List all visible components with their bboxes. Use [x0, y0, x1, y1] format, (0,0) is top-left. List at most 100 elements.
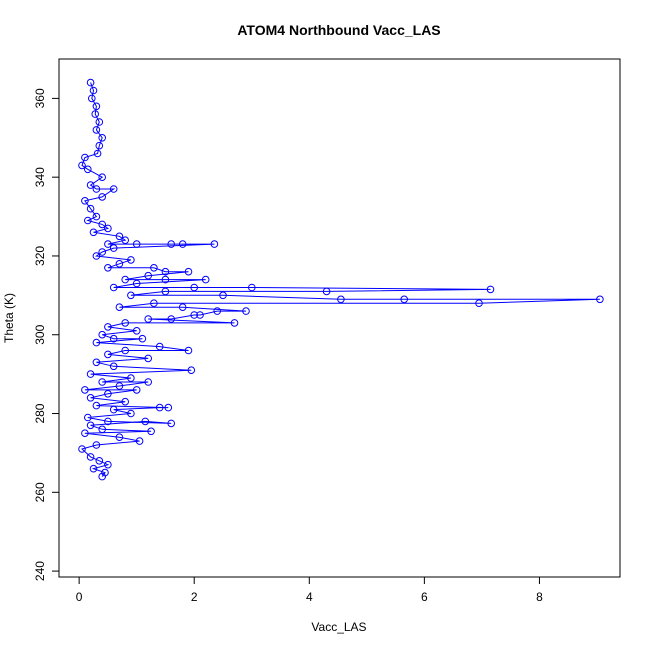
- y-tick-label: 320: [33, 246, 47, 266]
- data-point: [210, 240, 219, 248]
- data-point: [109, 405, 118, 414]
- data-point: [95, 141, 104, 150]
- data-point: [92, 252, 101, 260]
- data-point: [84, 216, 92, 225]
- data-point: [167, 419, 175, 428]
- data-point: [98, 220, 106, 229]
- data-point: [127, 409, 135, 418]
- data-point: [121, 236, 129, 244]
- data-point: [78, 161, 86, 170]
- data-point: [92, 401, 101, 410]
- data-point: [104, 264, 112, 272]
- x-tick-label: 6: [421, 590, 428, 604]
- data-point: [213, 307, 221, 315]
- data-point: [184, 346, 193, 355]
- x-tick-label: 0: [76, 590, 83, 604]
- data-point: [115, 232, 124, 241]
- data-point: [109, 334, 118, 343]
- data-point: [89, 464, 98, 473]
- data-point: [184, 267, 193, 276]
- data-point: [104, 350, 112, 359]
- x-axis: 0 2 4 6 8: [76, 576, 543, 604]
- data-point: [322, 287, 331, 296]
- data-point: [127, 256, 135, 264]
- data-point: [161, 275, 170, 284]
- data-point: [400, 295, 409, 304]
- data-point: [89, 228, 98, 237]
- data-point: [167, 240, 175, 248]
- series-line: [80, 82, 600, 477]
- data-point: [95, 118, 104, 126]
- data-point: [92, 102, 101, 111]
- data-point: [92, 126, 101, 134]
- y-tick-label: 240: [33, 561, 47, 581]
- data-point: [135, 437, 144, 445]
- data-point: [144, 271, 152, 280]
- data-point: [150, 264, 158, 272]
- y-axis-label: Theta (K): [2, 293, 16, 343]
- data-point: [132, 240, 141, 248]
- data-point: [78, 445, 86, 453]
- data-point: [81, 197, 89, 205]
- y-tick-label: 360: [33, 88, 47, 108]
- data-point: [147, 427, 155, 436]
- data-point: [121, 319, 129, 327]
- data-point: [81, 429, 89, 438]
- data-point: [104, 240, 112, 248]
- y-tick-label: 260: [33, 482, 47, 502]
- data-point: [187, 366, 196, 375]
- data-point: [93, 149, 102, 158]
- data-point: [98, 193, 106, 201]
- data-point: [81, 386, 89, 394]
- data-point: [109, 244, 118, 252]
- data-point: [144, 315, 152, 323]
- data-point: [155, 403, 164, 412]
- data-point: [475, 299, 483, 308]
- y-tick-label: 280: [33, 403, 47, 423]
- data-point: [138, 334, 147, 343]
- x-tick-label: 2: [191, 590, 198, 604]
- data-point: [201, 275, 210, 284]
- data-point: [104, 417, 112, 426]
- data-point: [98, 378, 106, 386]
- data-point: [86, 394, 95, 402]
- data-point: [132, 327, 141, 335]
- data-point: [109, 283, 118, 292]
- data-point: [115, 433, 124, 442]
- chart-title: ATOM4 Northbound Vacc_LAS: [237, 22, 440, 38]
- data-point: [98, 472, 106, 481]
- data-point: [230, 319, 239, 327]
- data-point: [91, 110, 99, 118]
- data-point: [89, 86, 98, 95]
- data-point: [248, 283, 256, 292]
- data-point: [242, 307, 250, 315]
- data-point: [86, 453, 95, 461]
- y-tick-label: 340: [33, 167, 47, 187]
- data-point: [115, 382, 124, 390]
- data-point: [144, 378, 152, 386]
- data-point: [161, 267, 170, 276]
- y-axis: 240 260 280 300 320 340 360: [33, 88, 60, 581]
- y-tick-label: 300: [33, 324, 47, 344]
- data-point: [84, 413, 92, 422]
- series-layer: [78, 78, 604, 481]
- data-point: [92, 441, 101, 449]
- data-point: [121, 346, 129, 355]
- data-point: [104, 460, 112, 469]
- data-point: [219, 291, 227, 300]
- data-point: [98, 173, 106, 181]
- x-axis-label: Vacc_LAS: [311, 620, 366, 634]
- data-point: [155, 342, 164, 351]
- data-point: [337, 295, 345, 304]
- data-point: [104, 390, 112, 398]
- data-point: [86, 370, 95, 378]
- data-point: [86, 78, 95, 87]
- data-point: [115, 260, 124, 268]
- data-point: [178, 240, 187, 248]
- data-point: [486, 285, 495, 294]
- data-point: [150, 299, 158, 308]
- data-point: [104, 323, 112, 331]
- data-point: [98, 425, 106, 434]
- data-point: [141, 417, 150, 426]
